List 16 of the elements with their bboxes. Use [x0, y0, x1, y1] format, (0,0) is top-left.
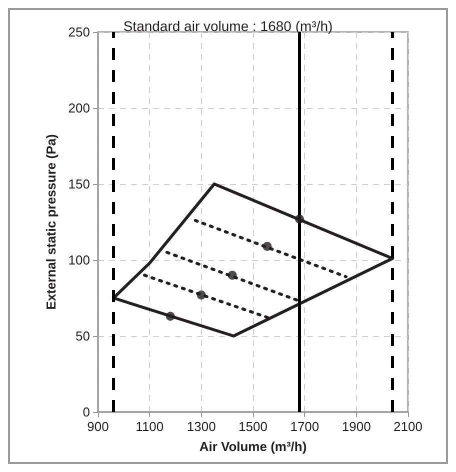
y-tick-label: 0 — [82, 404, 90, 420]
x-tick-label: 2100 — [394, 419, 422, 434]
x-axis-title: Air Volume (m³/h) — [199, 439, 307, 454]
y-tick-label: 100 — [68, 252, 90, 268]
x-tick-label: 1300 — [186, 419, 216, 434]
x-tick-label: 1900 — [342, 419, 371, 434]
x-tick-label: 1100 — [136, 419, 164, 434]
y-tick-label: 200 — [68, 100, 90, 116]
y-tick-label: 150 — [68, 176, 90, 192]
y-axis-title: External static pressure (Pa) — [43, 134, 58, 310]
x-tick-label: 900 — [87, 419, 109, 434]
x-tick-label: 1700 — [290, 419, 320, 434]
chart-title: Standard air volume : 1680 (m³/h) — [123, 18, 333, 34]
y-tick-label: 250 — [68, 24, 90, 40]
x-tick-label: 1500 — [238, 419, 268, 434]
y-tick-label: 50 — [76, 328, 90, 344]
